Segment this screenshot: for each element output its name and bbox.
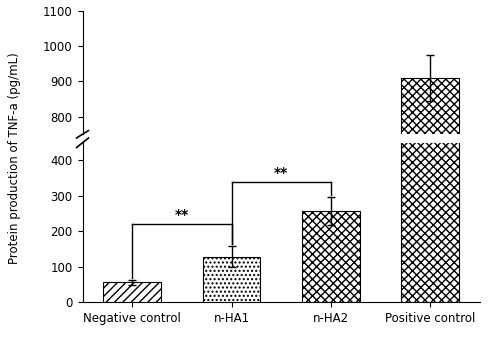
Text: Protein production of TNF-a (pg/mL): Protein production of TNF-a (pg/mL) <box>8 52 22 264</box>
Text: **: ** <box>274 166 288 179</box>
Bar <box>402 0 459 302</box>
Bar <box>202 257 260 302</box>
Bar <box>302 308 360 351</box>
Bar <box>402 78 459 351</box>
Bar <box>104 283 161 302</box>
Bar <box>302 211 360 302</box>
Text: **: ** <box>175 208 189 222</box>
